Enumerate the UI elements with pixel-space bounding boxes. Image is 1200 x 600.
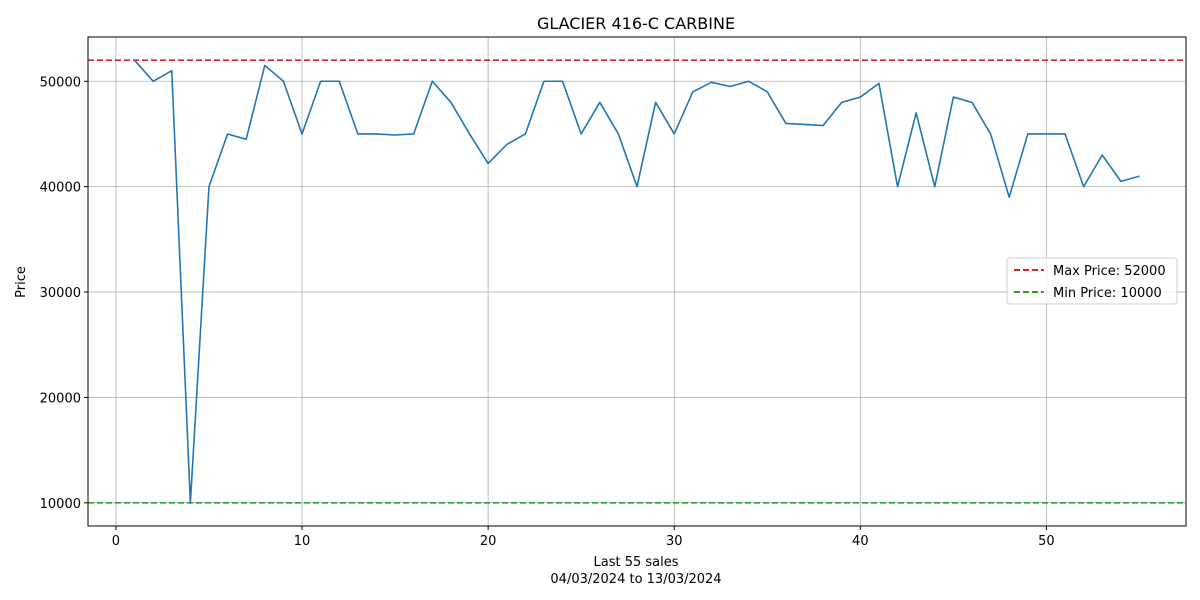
chart-title: GLACIER 416-C CARBINE	[537, 14, 735, 33]
plot-frame	[87, 36, 1187, 527]
x-tick-label: 0	[112, 534, 120, 549]
reference-lines	[88, 59, 1186, 504]
x-tick-label: 10	[294, 534, 311, 549]
legend-min-label: Min Price: 10000	[1053, 286, 1162, 301]
y-tick-label: 50000	[40, 75, 81, 90]
y-tick-label: 30000	[40, 286, 81, 301]
legend-box	[1006, 257, 1178, 305]
x-axis-date-range: 04/03/2024 to 13/03/2024	[550, 572, 721, 587]
legend: Max Price: 52000 Min Price: 10000	[1006, 257, 1178, 305]
x-tick-label: 30	[666, 534, 683, 549]
y-axis-ticks: 10000 20000 30000 40000 50000	[40, 75, 88, 512]
x-tick-label: 40	[852, 534, 869, 549]
x-axis-ticks: 0 10 20 30 40 50	[112, 526, 1055, 549]
x-axis-label: Last 55 sales	[593, 555, 678, 570]
y-tick-label: 10000	[40, 497, 81, 512]
x-tick-label: 20	[480, 534, 497, 549]
x-tick-label: 50	[1038, 534, 1055, 549]
series-layer	[133, 59, 1140, 504]
y-axis-label: Price	[14, 266, 29, 298]
legend-max-label: Max Price: 52000	[1053, 264, 1166, 279]
price-series-line	[133, 59, 1140, 504]
y-tick-label: 20000	[40, 391, 81, 406]
y-tick-label: 40000	[40, 181, 81, 196]
